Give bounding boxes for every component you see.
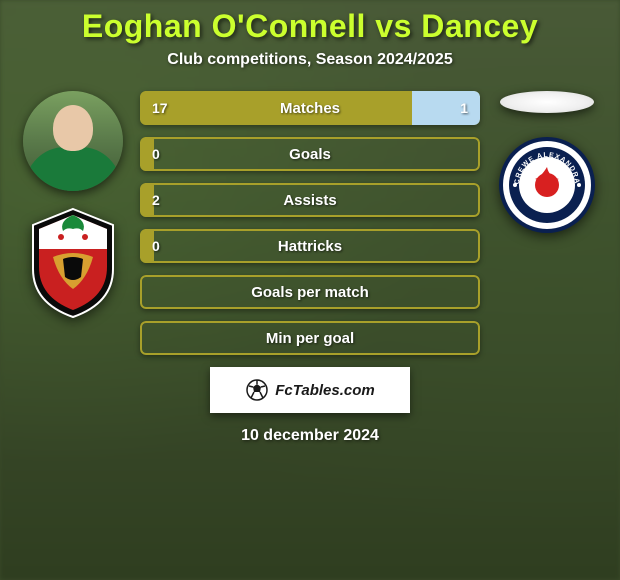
stat-bar-goals: Goals 0	[140, 137, 480, 171]
stat-value-left: 17	[152, 100, 168, 116]
stat-value-left: 0	[152, 146, 160, 162]
stat-label: Assists	[283, 192, 336, 209]
comparison-title: Eoghan O'Connell vs Dancey	[82, 8, 538, 45]
player1-avatar	[23, 91, 123, 191]
stat-value-left: 0	[152, 238, 160, 254]
comparison-main: Matches 17 1 Goals 0 Assists 2 Hattricks 0 Goals …	[0, 91, 620, 355]
stat-label: Matches	[280, 100, 340, 117]
stat-bar-matches: Matches 17 1	[140, 91, 480, 125]
club-badge-crewe: CREWE ALEXANDRA FOOTBALL CLUB	[497, 129, 597, 241]
stat-label: Goals per match	[251, 284, 369, 301]
football-icon	[245, 378, 269, 402]
date-text: 10 december 2024	[241, 427, 379, 445]
stat-bar-min-per-goal: Min per goal	[140, 321, 480, 355]
stat-bars: Matches 17 1 Goals 0 Assists 2 Hattricks 0 Goals …	[135, 91, 485, 355]
comparison-subtitle: Club competitions, Season 2024/2025	[167, 51, 452, 69]
club-badge-wrexham	[23, 207, 123, 319]
stat-label: Goals	[289, 146, 331, 163]
right-player-column: CREWE ALEXANDRA FOOTBALL CLUB	[485, 91, 615, 241]
stat-bar-hattricks: Hattricks 0	[140, 229, 480, 263]
stat-value-left: 2	[152, 192, 160, 208]
fctables-logo[interactable]: FcTables.com	[210, 367, 410, 413]
stat-bar-goals-per-match: Goals per match	[140, 275, 480, 309]
player2-avatar	[500, 91, 594, 113]
stat-label: Hattricks	[278, 238, 342, 255]
stat-value-right: 1	[460, 100, 468, 116]
stat-bar-assists: Assists 2	[140, 183, 480, 217]
fctables-text: FcTables.com	[275, 382, 374, 399]
left-player-column	[5, 91, 135, 319]
stat-label: Min per goal	[266, 330, 354, 347]
